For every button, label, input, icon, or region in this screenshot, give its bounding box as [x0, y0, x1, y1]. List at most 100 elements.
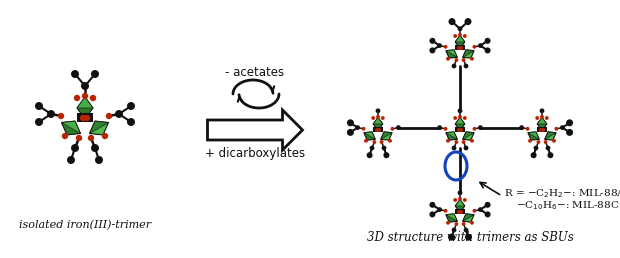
- Circle shape: [454, 58, 458, 62]
- Circle shape: [361, 127, 366, 131]
- Circle shape: [35, 102, 43, 110]
- Circle shape: [539, 108, 544, 113]
- Circle shape: [366, 152, 373, 158]
- Circle shape: [47, 110, 55, 118]
- Text: - acetates: - acetates: [226, 66, 285, 78]
- Circle shape: [528, 139, 532, 143]
- Circle shape: [448, 234, 455, 241]
- Circle shape: [91, 70, 99, 78]
- Circle shape: [448, 18, 456, 25]
- Circle shape: [84, 115, 90, 121]
- Circle shape: [375, 128, 379, 132]
- Circle shape: [462, 140, 466, 144]
- Polygon shape: [89, 121, 108, 135]
- Polygon shape: [537, 117, 547, 131]
- Circle shape: [458, 115, 462, 119]
- Circle shape: [453, 116, 457, 120]
- Polygon shape: [528, 132, 539, 140]
- Polygon shape: [463, 132, 474, 139]
- Circle shape: [458, 33, 462, 37]
- Circle shape: [464, 64, 468, 68]
- Circle shape: [379, 140, 384, 144]
- Circle shape: [464, 228, 468, 232]
- Text: R = $-$C$_2$H$_2$$-$: MIL-88A: R = $-$C$_2$H$_2$$-$: MIL-88A: [504, 188, 620, 200]
- Circle shape: [465, 234, 472, 241]
- Circle shape: [531, 152, 536, 158]
- Bar: [455, 127, 465, 132]
- Bar: [455, 45, 465, 50]
- Circle shape: [462, 222, 466, 226]
- Circle shape: [457, 128, 461, 132]
- Polygon shape: [455, 199, 465, 206]
- Polygon shape: [455, 117, 465, 131]
- Polygon shape: [463, 50, 474, 57]
- Circle shape: [67, 156, 75, 164]
- Polygon shape: [364, 132, 375, 139]
- Circle shape: [446, 139, 450, 143]
- Text: $-$C$_{10}$H$_6$$-$: MIL-88C: $-$C$_{10}$H$_6$$-$: MIL-88C: [516, 200, 619, 212]
- Circle shape: [545, 116, 549, 120]
- Circle shape: [539, 128, 542, 132]
- Circle shape: [540, 115, 544, 119]
- Circle shape: [90, 95, 96, 101]
- Polygon shape: [61, 121, 81, 133]
- Polygon shape: [77, 97, 93, 119]
- Circle shape: [519, 125, 524, 130]
- Circle shape: [444, 45, 448, 49]
- Circle shape: [76, 135, 82, 141]
- Polygon shape: [61, 121, 81, 135]
- Polygon shape: [455, 35, 465, 49]
- Circle shape: [544, 140, 547, 144]
- Polygon shape: [446, 132, 458, 140]
- Circle shape: [453, 198, 457, 202]
- Polygon shape: [446, 50, 458, 58]
- Circle shape: [383, 152, 389, 158]
- Polygon shape: [373, 117, 383, 124]
- Circle shape: [88, 135, 94, 141]
- Circle shape: [430, 47, 435, 53]
- Circle shape: [127, 102, 135, 110]
- Circle shape: [62, 133, 68, 139]
- Polygon shape: [463, 214, 474, 221]
- Circle shape: [115, 110, 123, 118]
- Polygon shape: [381, 132, 392, 140]
- Circle shape: [35, 118, 43, 126]
- Circle shape: [81, 82, 89, 90]
- Circle shape: [459, 46, 463, 50]
- Circle shape: [446, 57, 450, 61]
- Circle shape: [437, 125, 442, 130]
- Polygon shape: [455, 117, 465, 124]
- Polygon shape: [208, 110, 303, 150]
- Circle shape: [470, 57, 474, 61]
- Circle shape: [458, 197, 462, 201]
- Circle shape: [566, 119, 573, 126]
- Polygon shape: [455, 199, 465, 213]
- Polygon shape: [455, 35, 465, 42]
- Circle shape: [355, 125, 360, 130]
- Circle shape: [472, 209, 476, 213]
- Circle shape: [463, 116, 467, 120]
- Polygon shape: [446, 132, 458, 139]
- Circle shape: [560, 125, 565, 130]
- Polygon shape: [537, 117, 547, 124]
- Polygon shape: [77, 97, 93, 108]
- Circle shape: [554, 127, 559, 131]
- Circle shape: [526, 127, 529, 131]
- Circle shape: [451, 64, 456, 68]
- Circle shape: [430, 211, 435, 217]
- Circle shape: [536, 140, 540, 144]
- Text: 3D structure with trimers as SBUs: 3D structure with trimers as SBUs: [366, 231, 574, 244]
- Circle shape: [485, 202, 490, 208]
- Circle shape: [566, 129, 573, 136]
- Polygon shape: [463, 50, 474, 58]
- Circle shape: [478, 43, 483, 48]
- Polygon shape: [528, 132, 539, 139]
- Circle shape: [378, 128, 381, 132]
- Circle shape: [388, 139, 392, 143]
- Bar: [537, 127, 547, 132]
- Circle shape: [470, 139, 474, 143]
- Circle shape: [451, 228, 456, 232]
- Polygon shape: [446, 214, 458, 221]
- Polygon shape: [381, 132, 392, 139]
- Circle shape: [102, 133, 108, 139]
